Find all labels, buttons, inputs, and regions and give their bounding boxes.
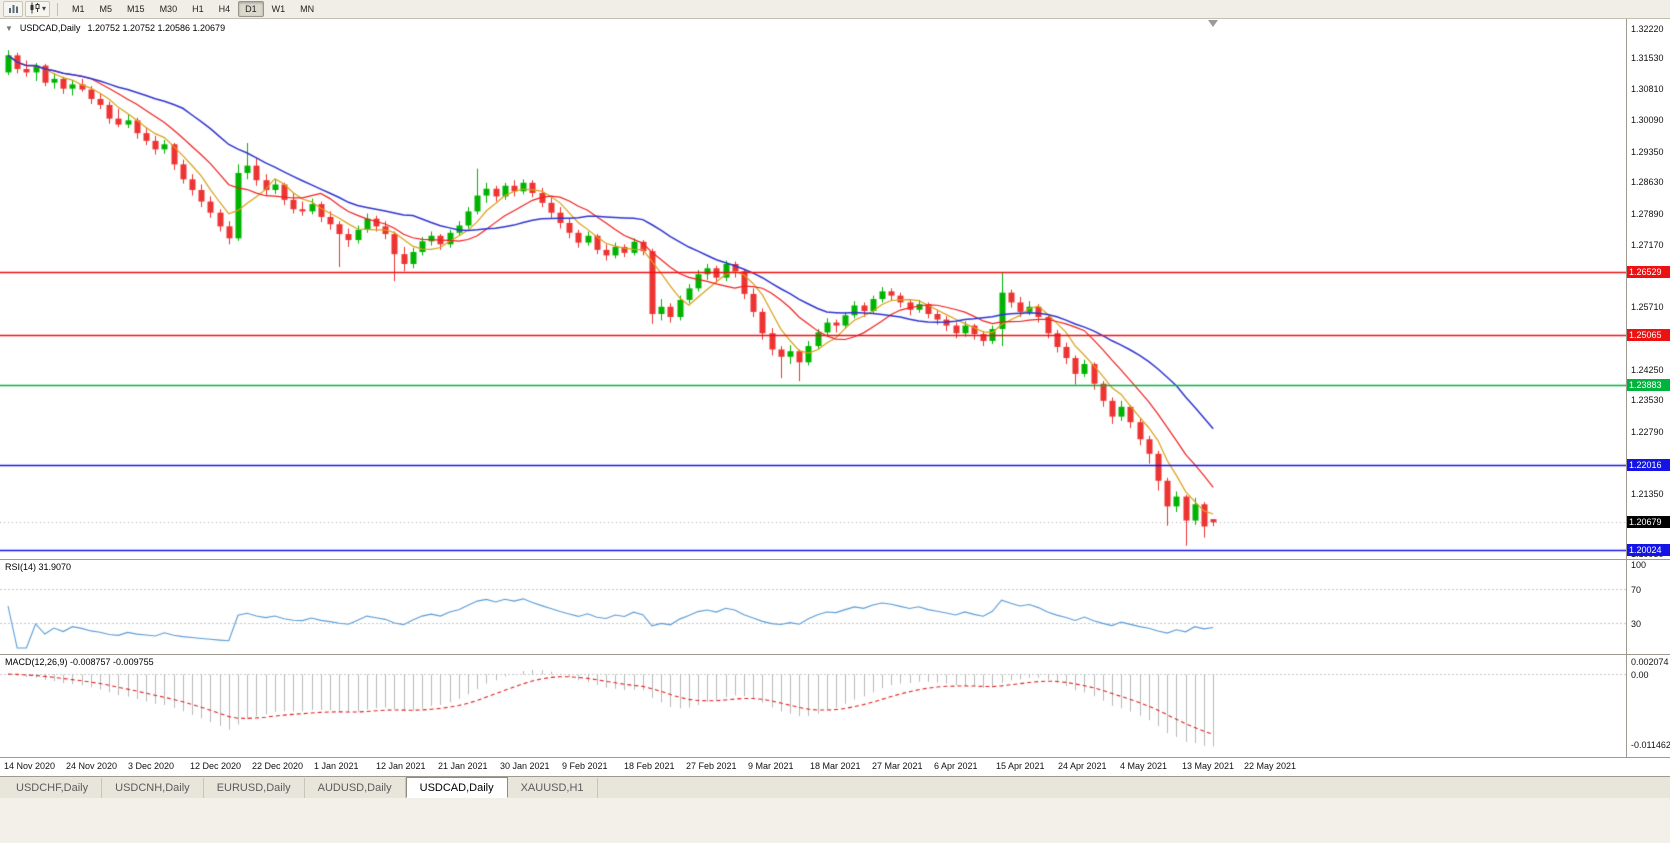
chart-tab-usdchf-daily[interactable]: USDCHF,Daily	[3, 778, 103, 798]
timeframe-button-h1[interactable]: H1	[185, 1, 211, 17]
price-axis-label: 1.30090	[1631, 114, 1664, 125]
macd-axis-label: 0.002074	[1631, 657, 1669, 668]
time-axis-label: 27 Mar 2021	[872, 761, 923, 771]
price-axis-label: 1.32220	[1631, 23, 1664, 34]
time-axis-label: 15 Apr 2021	[996, 761, 1045, 771]
time-axis-label: 30 Jan 2021	[500, 761, 550, 771]
rsi-axis-label: 30	[1631, 618, 1642, 629]
toolbar-separator	[57, 2, 59, 16]
timeframe-button-h4[interactable]: H4	[212, 1, 238, 17]
hline-price-badge: 1.25065	[1627, 328, 1670, 341]
chevron-down-icon: ▾	[42, 4, 47, 13]
chart-tabs-bar: USDCHF,Daily USDCNH,Daily EURUSD,Daily AUDU…	[0, 776, 1670, 798]
macd-title: MACD(12,26,9) -0.008757 -0.009755	[5, 657, 154, 667]
hline-price-badge: 1.22016	[1627, 459, 1670, 472]
time-axis-label: 4 May 2021	[1120, 761, 1168, 771]
price-axis-label: 1.27890	[1631, 208, 1664, 219]
panel-separator[interactable]	[0, 654, 1670, 655]
time-axis-label: 24 Apr 2021	[1058, 761, 1107, 771]
chart-ohlc-values: 1.20752 1.20752 1.20586 1.20679	[87, 23, 226, 33]
chart-tab-usdcnh-daily[interactable]: USDCNH,Daily	[102, 778, 204, 798]
chart-tab-xauusd-h1[interactable]: XAUUSD,H1	[508, 778, 598, 798]
timeframe-button-m30[interactable]: M30	[153, 1, 185, 17]
timeframe-button-m1[interactable]: M1	[65, 1, 92, 17]
current-price-badge: 1.20679	[1627, 516, 1670, 529]
chart-tab-eurusd-daily[interactable]: EURUSD,Daily	[204, 778, 305, 798]
chart-title: ▼ USDCAD,Daily 1.20752 1.20752 1.20586 1…	[5, 23, 225, 33]
timeframe-button-m15[interactable]: M15	[120, 1, 152, 17]
main-chart-canvas[interactable]	[0, 19, 1626, 559]
timeframe-button-m5[interactable]: M5	[93, 1, 120, 17]
bar-chart-icon	[8, 2, 19, 17]
price-axis-label: 1.25710	[1631, 302, 1664, 313]
price-axis-label: 1.22790	[1631, 427, 1664, 438]
time-axis-label: 12 Dec 2020	[190, 761, 242, 771]
rsi-axis-label: 70	[1631, 585, 1642, 596]
chart-shift-marker[interactable]	[1208, 20, 1218, 27]
price-axis-separator	[1626, 19, 1627, 758]
hline-price-badge: 1.26529	[1627, 266, 1670, 279]
time-axis-label: 3 Dec 2020	[128, 761, 175, 771]
chart-tab-usdcad-daily[interactable]: USDCAD,Daily	[405, 777, 508, 798]
time-axis-label: 12 Jan 2021	[376, 761, 426, 771]
timeframe-button-w1[interactable]: W1	[265, 1, 293, 17]
time-axis-label: 1 Jan 2021	[314, 761, 359, 771]
time-axis-label: 14 Nov 2020	[4, 761, 56, 771]
chart-symbol-label: USDCAD,Daily	[19, 23, 81, 33]
time-axis-label: 21 Jan 2021	[438, 761, 488, 771]
timeframe-button-d1[interactable]: D1	[238, 1, 264, 17]
price-axis-label: 1.30810	[1631, 84, 1664, 95]
time-axis-label: 22 Dec 2020	[252, 761, 304, 771]
rsi-title: RSI(14) 31.9070	[5, 562, 72, 572]
macd-panel-canvas[interactable]	[0, 655, 1626, 757]
panel-separator[interactable]	[0, 559, 1670, 560]
price-axis-label: 1.21350	[1631, 488, 1664, 499]
time-axis-separator	[0, 757, 1670, 758]
time-axis-label: 9 Feb 2021	[562, 761, 608, 771]
hline-price-badge: 1.23883	[1627, 379, 1670, 392]
chart-type-button[interactable]: ▾	[25, 1, 51, 17]
price-axis-label: 1.27170	[1631, 239, 1664, 250]
window-footer	[0, 798, 1670, 843]
time-axis-label: 13 May 2021	[1182, 761, 1235, 771]
time-axis-label: 18 Feb 2021	[624, 761, 675, 771]
timeframe-button-mn[interactable]: MN	[293, 1, 321, 17]
bar-chart-button[interactable]	[3, 1, 23, 17]
time-axis-label: 6 Apr 2021	[934, 761, 978, 771]
candlestick-icon	[29, 2, 41, 17]
price-axis-label: 1.28630	[1631, 177, 1664, 188]
chart-tab-audusd-daily[interactable]: AUDUSD,Daily	[305, 778, 406, 798]
time-axis-label: 27 Feb 2021	[686, 761, 737, 771]
price-axis-label: 1.24250	[1631, 364, 1664, 375]
price-axis-label: 1.31530	[1631, 53, 1664, 64]
rsi-panel-canvas[interactable]	[0, 560, 1626, 654]
hline-price-badge: 1.20024	[1627, 544, 1670, 557]
time-axis-label: 9 Mar 2021	[748, 761, 794, 771]
time-axis-label: 18 Mar 2021	[810, 761, 861, 771]
toolbar: ▾ M1 M5 M15 M30 H1 H4 D1 W1 MN	[0, 0, 1670, 19]
time-axis[interactable]	[0, 758, 1626, 776]
price-axis-label: 1.23530	[1631, 395, 1664, 406]
macd-axis-label: 0.00	[1631, 670, 1649, 681]
time-axis-label: 22 May 2021	[1244, 761, 1297, 771]
rsi-axis-label: 100	[1631, 560, 1647, 570]
price-axis-label: 1.29350	[1631, 146, 1664, 157]
timeframe-toolbar: M1 M5 M15 M30 H1 H4 D1 W1 MN	[65, 1, 321, 17]
time-axis-label: 24 Nov 2020	[66, 761, 118, 771]
macd-axis-label: -0.011462	[1631, 739, 1670, 750]
one-click-trading-toggle-icon[interactable]: ▼	[5, 23, 13, 33]
